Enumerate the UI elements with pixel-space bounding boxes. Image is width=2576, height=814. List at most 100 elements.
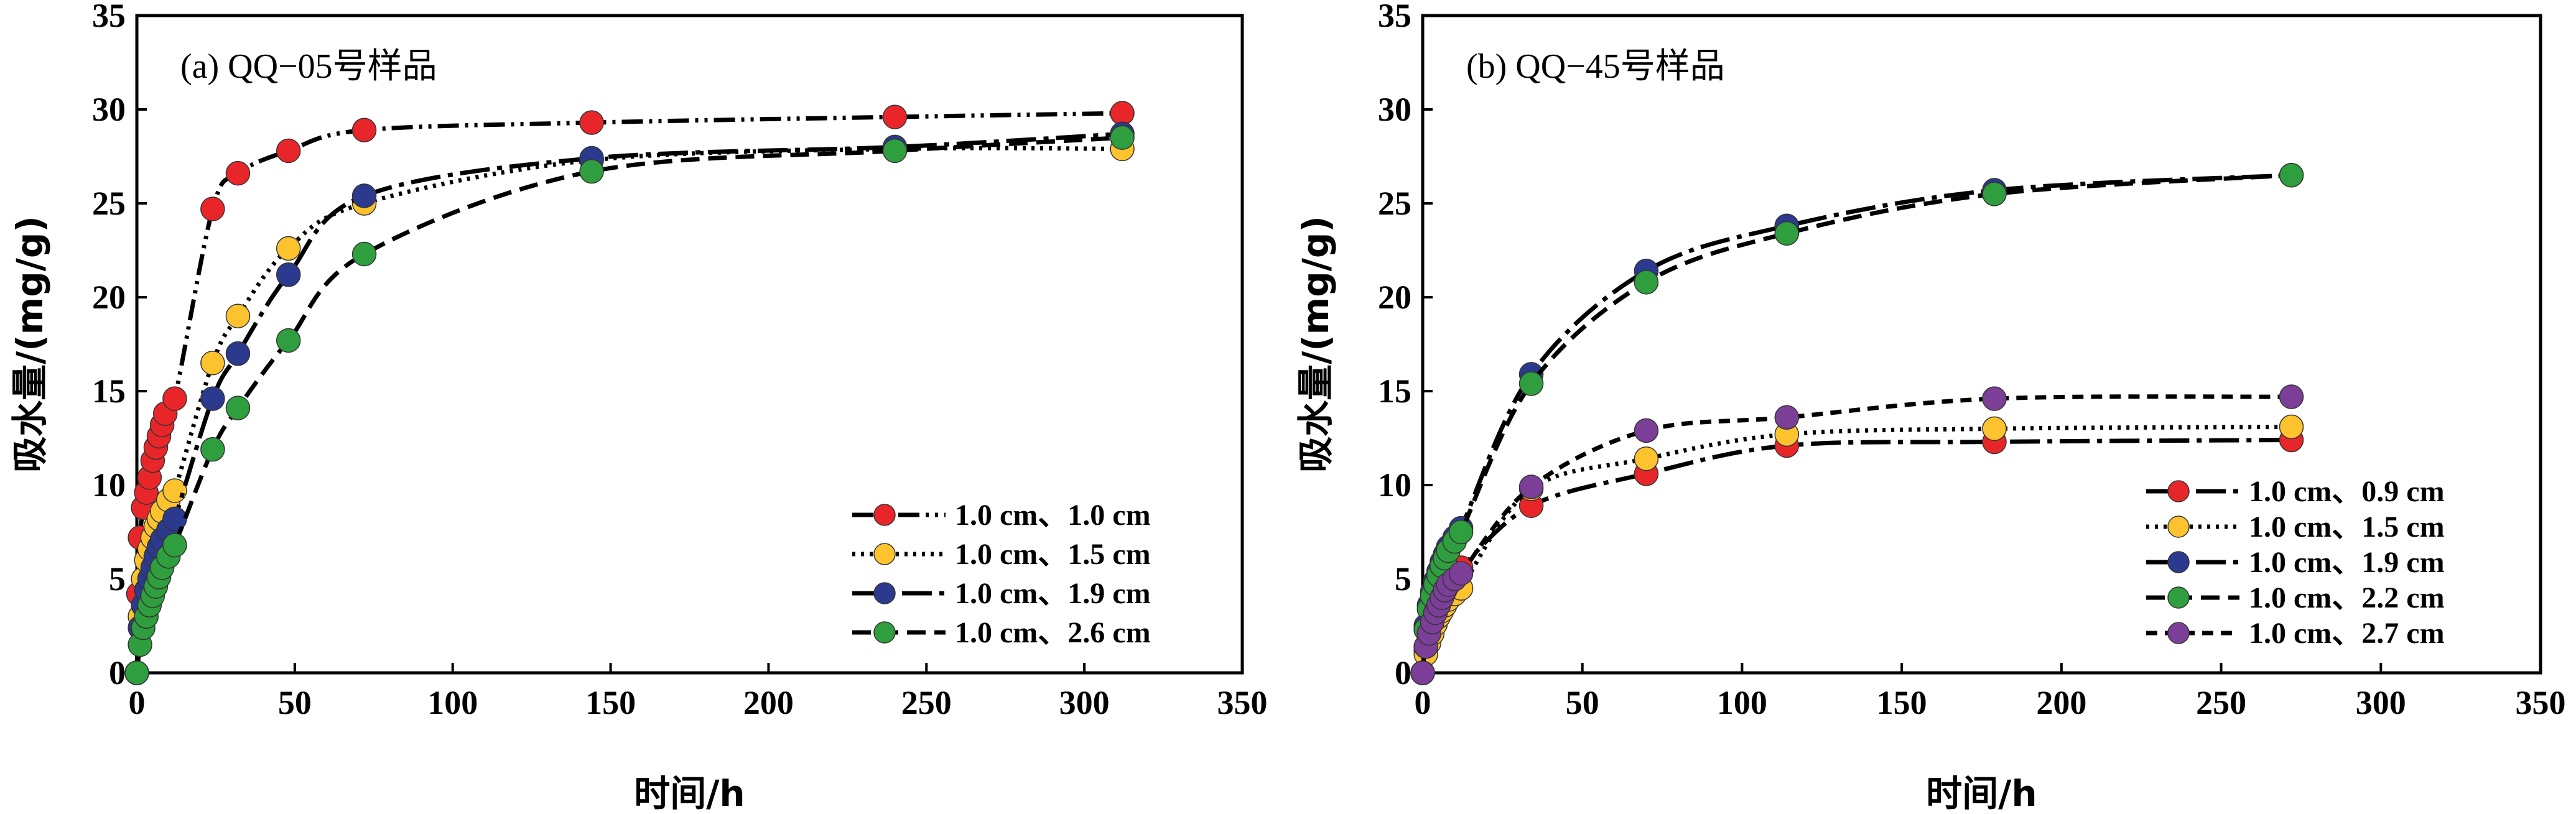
y-tick-label: 30 xyxy=(1378,91,1411,128)
data-point xyxy=(2279,384,2304,409)
data-point xyxy=(276,262,301,287)
legend-entry-label: 1.0 cm、0.9 cm xyxy=(2249,475,2445,508)
series-4 xyxy=(124,125,1135,685)
x-tick-label: 200 xyxy=(2036,684,2086,721)
y-tick-label: 25 xyxy=(1378,185,1411,222)
data-point xyxy=(1448,519,1474,545)
y-axis-title: 吸水量/(mg/g) xyxy=(1295,216,1337,473)
y-axis-title: 吸水量/(mg/g) xyxy=(9,216,51,473)
data-point xyxy=(1634,418,1659,443)
x-tick-label: 300 xyxy=(2356,684,2406,721)
series-5 xyxy=(1410,384,2304,685)
x-tick-label: 250 xyxy=(2196,684,2246,721)
y-tick-label: 15 xyxy=(1378,372,1411,410)
legend-entry-label: 1.0 cm、1.5 cm xyxy=(2249,511,2445,543)
data-point xyxy=(276,236,301,261)
series-2 xyxy=(1410,414,2304,685)
series-4 xyxy=(1410,162,2304,685)
data-point xyxy=(225,303,251,328)
data-point xyxy=(200,197,225,221)
y-tick-label: 20 xyxy=(92,279,126,316)
chart-panel-b: 0 50 100 150 200 250 300 350 0 5 10 15 20 25 30 35 时间/h 吸… xyxy=(1295,0,2566,814)
data-point xyxy=(276,328,301,353)
y-tick-label: 10 xyxy=(92,466,126,504)
x-tick-label: 50 xyxy=(278,684,312,721)
data-point xyxy=(579,159,604,184)
data-point xyxy=(162,532,187,558)
x-tick-label: 350 xyxy=(1217,684,1268,721)
data-point xyxy=(1110,125,1135,150)
series-line xyxy=(1420,438,2292,673)
legend: 1.0 cm、0.9 cm1.0 cm、1.5 cm1.0 cm、1.9 cm1… xyxy=(2146,475,2445,650)
data-point xyxy=(1448,561,1474,586)
data-point xyxy=(351,241,377,267)
data-point xyxy=(882,104,908,129)
legend-entry-label: 1.0 cm、2.2 cm xyxy=(2249,581,2445,614)
plot-frame xyxy=(135,14,1244,675)
x-tick-label: 150 xyxy=(1877,684,1927,721)
data-point xyxy=(225,341,251,366)
y-tick-label: 30 xyxy=(92,91,126,128)
legend-marker xyxy=(2167,551,2190,573)
legend-marker xyxy=(2167,480,2190,502)
legend-marker xyxy=(2167,516,2190,538)
y-tick-label: 25 xyxy=(92,185,126,222)
legend-marker xyxy=(873,582,896,604)
legend-entry-label: 1.0 cm、1.9 cm xyxy=(955,577,1151,610)
y-tick-label: 15 xyxy=(92,372,126,410)
data-point xyxy=(124,660,149,685)
series-3 xyxy=(1410,162,2304,685)
x-tick-label: 0 xyxy=(129,684,146,721)
series-line xyxy=(1420,394,2292,673)
data-point xyxy=(200,350,225,376)
y-tick-label: 0 xyxy=(109,654,126,691)
data-point xyxy=(351,118,377,142)
legend-entry-label: 1.0 cm、2.6 cm xyxy=(955,616,1151,649)
data-point xyxy=(1634,446,1659,471)
x-tick-label: 100 xyxy=(1717,684,1767,721)
legend-marker xyxy=(873,543,896,565)
data-point xyxy=(225,160,251,186)
legend-marker xyxy=(2167,622,2190,644)
x-axis-title: 时间/h xyxy=(634,772,745,814)
y-tick-label: 5 xyxy=(1395,560,1411,598)
legend: 1.0 cm、1.0 cm 1.0 cm、1.5 cm 1.0 cm、1.9 cm 1… xyxy=(852,499,1151,649)
data-point xyxy=(1110,101,1135,126)
data-point xyxy=(1774,405,1800,430)
x-tick-label: 50 xyxy=(1566,684,1599,721)
y-tick-label: 10 xyxy=(1378,466,1411,504)
plot-frame xyxy=(1421,14,2542,675)
data-point xyxy=(1410,660,1435,685)
data-point xyxy=(2279,414,2304,440)
series-line xyxy=(134,131,1123,673)
legend-entry-label: 1.0 cm、1.9 cm xyxy=(2249,546,2445,579)
y-tick-label: 20 xyxy=(1378,279,1411,316)
panel-label: (b) QQ−45号样品 xyxy=(1466,47,1725,86)
data-point xyxy=(1634,270,1659,295)
y-tick-label: 35 xyxy=(92,0,126,34)
data-point xyxy=(2279,162,2304,188)
chart-panel-a: 0 50 100 150 200 250 300 350 0 5 10 15 20 25 30 35 时间/h 吸… xyxy=(9,0,1268,814)
y-tick-label: 5 xyxy=(109,560,126,598)
x-tick-label: 200 xyxy=(743,684,794,721)
data-point xyxy=(200,437,225,462)
x-tick-label: 250 xyxy=(901,684,952,721)
x-tick-label: 150 xyxy=(585,684,636,721)
data-point xyxy=(225,395,251,420)
series-line xyxy=(134,111,1123,673)
data-point xyxy=(1982,416,2007,442)
data-point xyxy=(351,183,377,208)
data-point xyxy=(1518,474,1544,499)
x-tick-label: 300 xyxy=(1059,684,1110,721)
series-line xyxy=(1420,424,2292,673)
data-point xyxy=(1982,386,2007,411)
data-point xyxy=(882,138,908,164)
legend-marker xyxy=(873,504,896,526)
data-point xyxy=(1774,221,1800,246)
y-tick-label: 0 xyxy=(1395,654,1411,691)
legend-entry-label: 1.0 cm、1.5 cm xyxy=(955,538,1151,571)
legend-entry-label: 1.0 cm、1.0 cm xyxy=(955,499,1151,532)
x-tick-label: 350 xyxy=(2516,684,2566,721)
legend-entry-label: 1.0 cm、2.7 cm xyxy=(2249,617,2445,650)
